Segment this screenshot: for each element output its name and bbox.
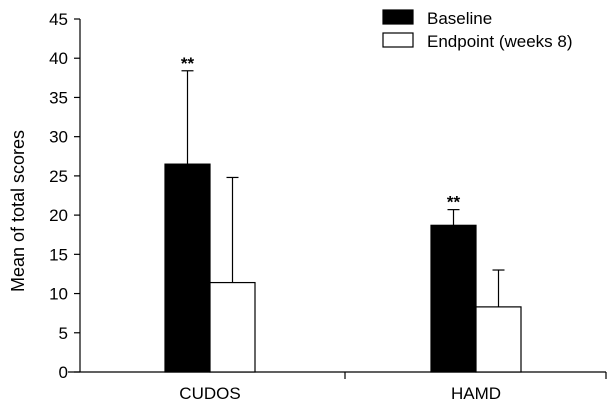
- y-tick-label: 10: [49, 285, 68, 304]
- bar-endpoint-hamd: [475, 306, 522, 373]
- y-tick-label: 45: [49, 10, 68, 29]
- y-tick-label: 15: [49, 245, 68, 264]
- legend-label: Endpoint (weeks 8): [427, 32, 573, 51]
- y-tick-label: 30: [49, 128, 68, 147]
- y-tick-label: 35: [49, 88, 68, 107]
- significance-marker: **: [447, 193, 461, 212]
- plot-area: 0 5 10 15 20 25 30 35 40 45 ** CUDOS ** HAMD: [49, 10, 607, 403]
- legend-label: Baseline: [427, 9, 492, 28]
- y-axis-title: Mean of total scores: [8, 130, 28, 292]
- legend: Baseline Endpoint (weeks 8): [382, 9, 573, 51]
- y-tick-label: 0: [59, 363, 68, 382]
- bar-baseline-cudos: [164, 163, 211, 373]
- category-label: CUDOS: [179, 384, 240, 403]
- significance-marker: **: [181, 54, 195, 73]
- y-tick-label: 5: [59, 324, 68, 343]
- y-tick-label: 40: [49, 49, 68, 68]
- y-tick-label: 25: [49, 167, 68, 186]
- bar-endpoint-cudos: [209, 281, 256, 373]
- category-label: HAMD: [451, 384, 501, 403]
- y-tick-label: 20: [49, 206, 68, 225]
- bar-baseline-hamd: [430, 224, 477, 373]
- legend-swatch-endpoint: [382, 32, 414, 48]
- legend-swatch-baseline: [382, 9, 414, 25]
